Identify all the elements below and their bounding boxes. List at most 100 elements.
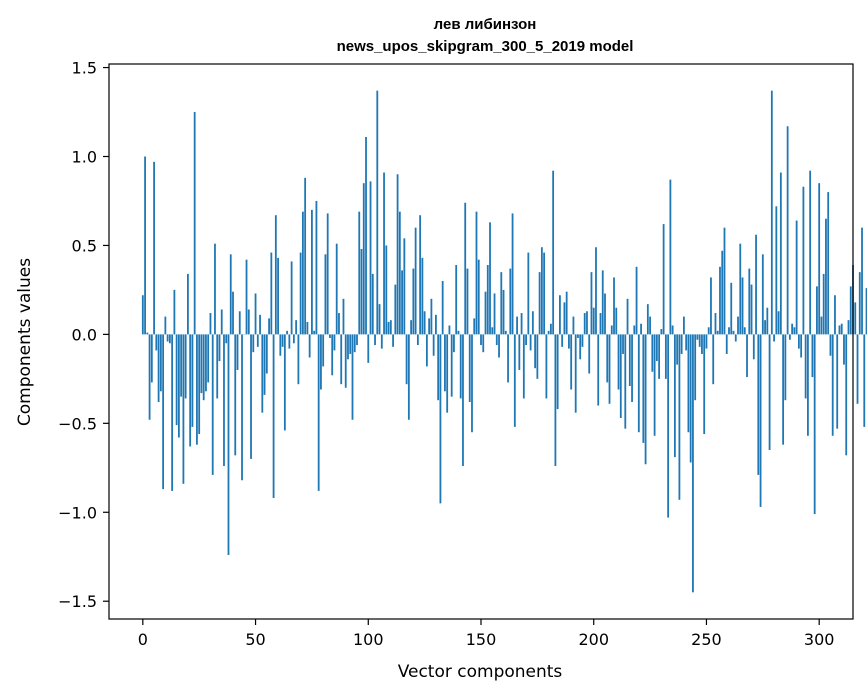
bar xyxy=(175,334,178,426)
bar xyxy=(277,257,279,335)
bar xyxy=(509,268,512,335)
bar xyxy=(507,334,509,383)
bar xyxy=(734,334,737,342)
bar xyxy=(184,334,187,399)
bar xyxy=(500,272,503,335)
bar xyxy=(779,172,782,335)
bar xyxy=(775,206,778,335)
bar xyxy=(473,318,476,335)
x-tick-label: 150 xyxy=(466,630,497,649)
bar xyxy=(342,298,345,335)
bar xyxy=(464,202,467,335)
bar xyxy=(604,293,606,335)
bar xyxy=(676,334,679,365)
bar xyxy=(356,334,358,346)
bar xyxy=(432,334,435,356)
bar xyxy=(511,213,514,335)
bar xyxy=(847,320,850,335)
bar xyxy=(660,329,663,335)
x-tick-label: 100 xyxy=(353,630,384,649)
y-tick-label: 0.5 xyxy=(72,236,97,255)
bar xyxy=(701,334,703,354)
bar xyxy=(232,291,234,335)
bar xyxy=(719,266,721,335)
bar xyxy=(159,334,162,392)
bar xyxy=(299,252,302,335)
bar xyxy=(782,334,785,445)
bar xyxy=(680,334,683,354)
bar xyxy=(743,327,746,335)
bar xyxy=(712,334,715,385)
bar xyxy=(468,334,471,402)
bar xyxy=(793,327,796,335)
bar xyxy=(748,268,751,335)
bar xyxy=(525,334,527,346)
bar xyxy=(403,238,406,335)
bar xyxy=(238,311,241,335)
bar xyxy=(694,334,697,401)
bar xyxy=(610,325,613,335)
bar xyxy=(252,334,255,353)
bar xyxy=(425,334,428,367)
bar xyxy=(536,334,539,379)
x-tick-label: 250 xyxy=(691,630,722,649)
bar xyxy=(414,227,417,335)
bar xyxy=(725,334,728,354)
bar xyxy=(407,334,410,420)
bar xyxy=(683,316,685,335)
bar xyxy=(757,334,760,475)
bar xyxy=(773,334,775,342)
bar xyxy=(554,334,557,467)
bar xyxy=(529,334,532,351)
bar xyxy=(547,330,550,335)
bar xyxy=(362,183,365,335)
bar xyxy=(394,284,397,335)
bar xyxy=(450,334,453,397)
bar xyxy=(448,325,451,335)
bar xyxy=(502,289,505,335)
bar xyxy=(437,334,440,401)
bar xyxy=(227,334,230,555)
bar xyxy=(166,334,169,342)
bar xyxy=(261,334,264,413)
bar xyxy=(619,334,622,418)
bar xyxy=(220,309,223,335)
bar xyxy=(601,270,604,335)
bar xyxy=(595,247,597,335)
bar xyxy=(671,325,674,335)
bar xyxy=(369,181,372,335)
bar xyxy=(649,316,651,335)
bar xyxy=(317,334,320,491)
bar xyxy=(247,309,250,335)
bar xyxy=(295,320,298,335)
bar xyxy=(259,314,261,335)
bar xyxy=(482,334,485,353)
bar xyxy=(561,334,564,347)
bar xyxy=(374,334,376,346)
bar xyxy=(761,254,764,335)
bar xyxy=(692,334,694,593)
bar xyxy=(182,334,185,484)
bar xyxy=(556,334,559,410)
bar xyxy=(471,334,473,433)
bar xyxy=(164,316,167,335)
bar xyxy=(412,268,415,335)
bar xyxy=(669,179,672,335)
y-tick-label: 1.5 xyxy=(72,59,97,78)
bar xyxy=(455,265,458,335)
bar xyxy=(326,213,329,335)
bar xyxy=(439,334,442,504)
bar xyxy=(698,334,701,347)
bar xyxy=(358,211,361,335)
bar xyxy=(518,334,521,370)
bar xyxy=(387,321,390,335)
bar xyxy=(791,323,794,335)
bar xyxy=(807,334,809,436)
bar xyxy=(216,334,219,399)
bar xyxy=(446,334,449,413)
bar xyxy=(331,334,334,376)
bar xyxy=(150,334,153,383)
bar xyxy=(597,334,600,406)
bar xyxy=(739,243,742,335)
bar xyxy=(180,334,183,397)
